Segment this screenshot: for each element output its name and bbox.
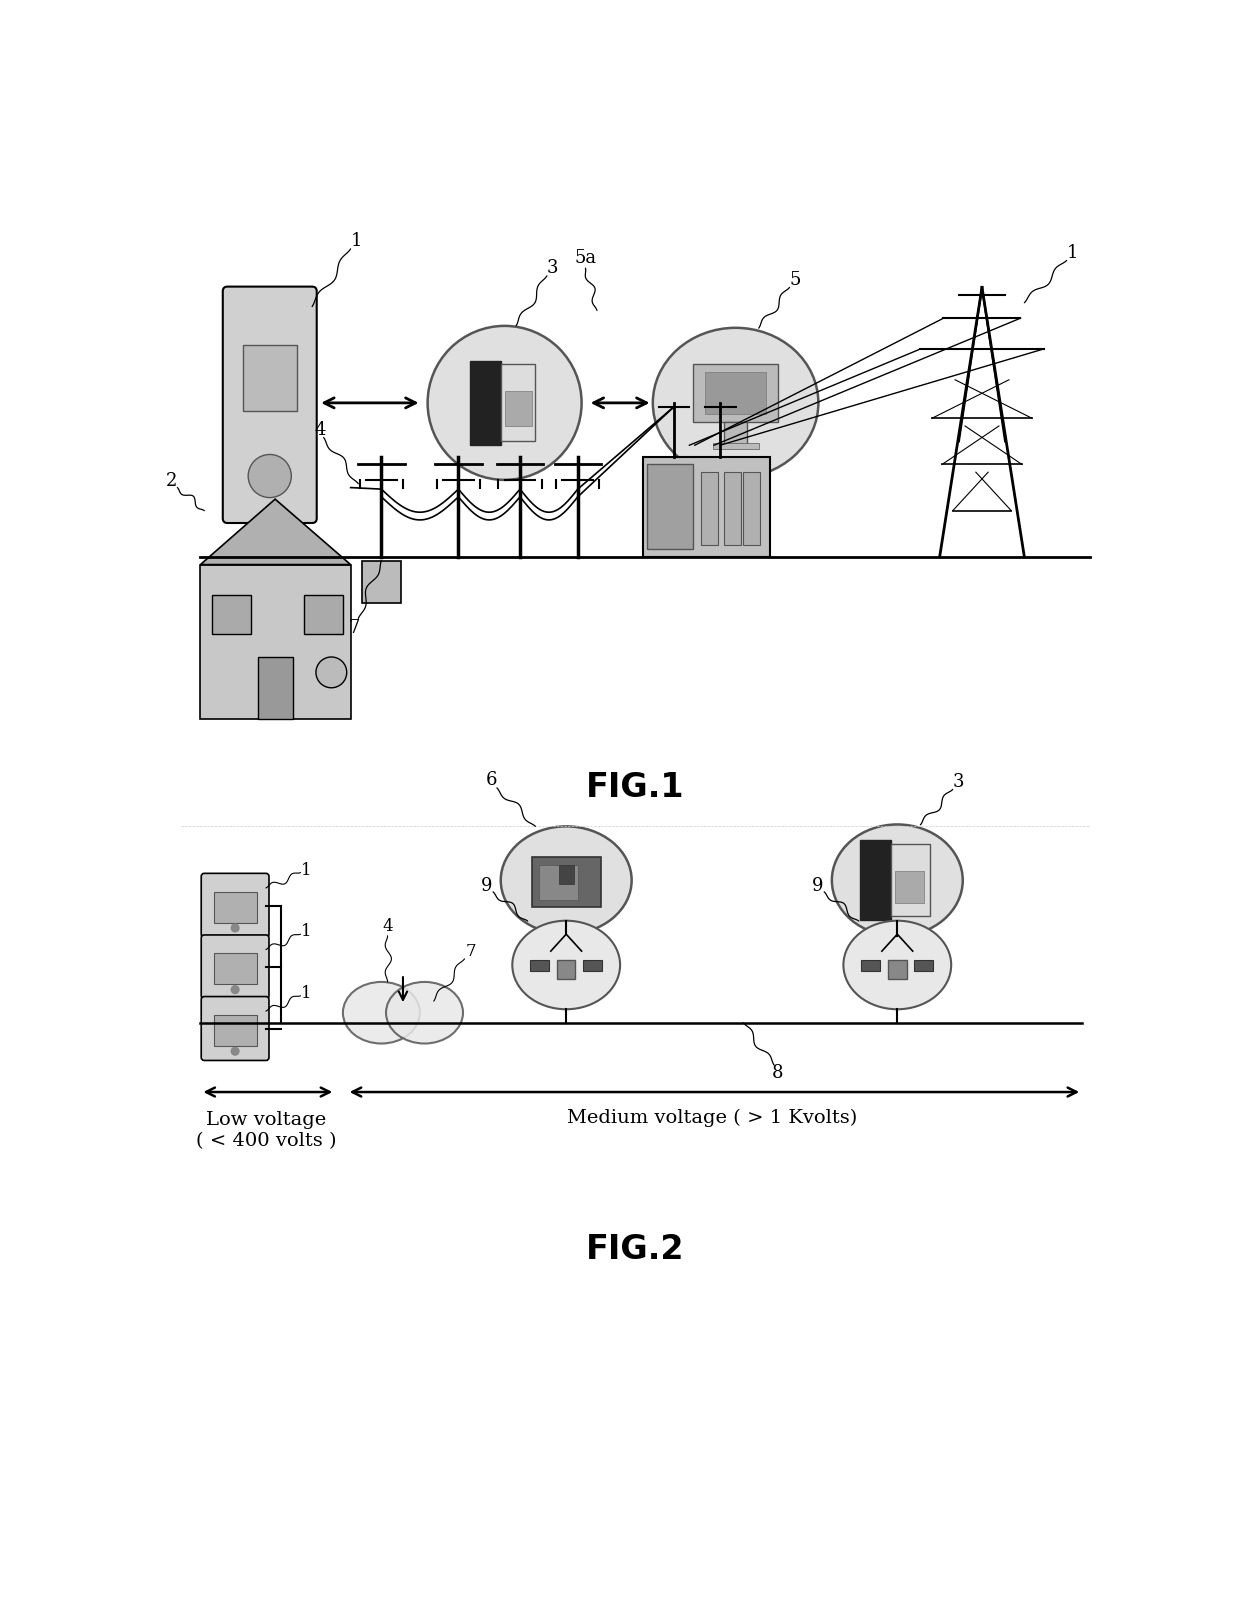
Circle shape [248,455,291,498]
Bar [701,472,718,545]
Bar [895,870,924,903]
Text: 1: 1 [1068,243,1079,261]
Text: 7: 7 [465,943,476,959]
Text: 1: 1 [351,232,362,250]
Bar [470,361,501,445]
Bar [213,953,257,985]
FancyBboxPatch shape [201,996,269,1061]
Bar [243,345,296,411]
Bar [888,961,906,978]
Circle shape [231,924,239,932]
Bar [861,840,892,920]
Ellipse shape [843,920,951,1009]
Bar [914,959,934,970]
Bar [583,959,603,970]
Text: 5: 5 [789,271,801,289]
Bar [558,866,574,883]
Bar [258,658,293,719]
Circle shape [231,1048,239,1056]
Text: 4: 4 [382,917,393,935]
Bar [212,595,250,634]
Bar [647,464,693,550]
Circle shape [428,326,582,480]
Text: 9: 9 [812,877,823,895]
Circle shape [231,987,239,993]
Bar [704,372,766,414]
Bar [557,961,575,978]
Bar [724,422,748,445]
Text: Medium voltage ( > 1 Kvolts): Medium voltage ( > 1 Kvolts) [568,1109,858,1127]
Text: 3: 3 [547,260,558,277]
Bar [213,1016,257,1046]
Bar [644,456,770,556]
Bar [724,472,742,545]
Text: 1: 1 [301,924,312,940]
Text: 5a: 5a [574,250,596,268]
Text: 3: 3 [952,774,963,791]
Bar [304,595,343,634]
Bar [362,561,401,603]
Text: 7: 7 [348,619,360,637]
Ellipse shape [501,827,631,935]
Bar [501,364,536,442]
Text: 2: 2 [165,472,177,490]
Ellipse shape [652,327,818,477]
Text: 1: 1 [301,862,312,879]
Text: 1: 1 [301,985,312,1003]
Ellipse shape [386,982,463,1043]
FancyBboxPatch shape [201,874,269,937]
Bar [861,959,880,970]
Polygon shape [201,500,351,564]
Text: 9: 9 [481,877,492,895]
Text: FIG.2: FIG.2 [587,1233,684,1267]
Bar [532,858,601,908]
Bar [213,891,257,922]
Bar [713,443,759,450]
Text: 8: 8 [773,1064,784,1082]
Text: 6: 6 [486,771,497,790]
Text: FIG.1: FIG.1 [587,772,684,804]
Ellipse shape [512,920,620,1009]
Text: 4: 4 [314,421,325,438]
Bar [693,364,777,422]
Bar [201,564,351,719]
Bar [505,392,532,426]
Bar [892,845,930,917]
Text: Low voltage
( < 400 volts ): Low voltage ( < 400 volts ) [196,1111,336,1149]
FancyBboxPatch shape [201,935,269,999]
Ellipse shape [832,824,962,937]
Bar [539,866,578,899]
Bar [743,472,760,545]
Bar [529,959,549,970]
Ellipse shape [343,982,420,1043]
Circle shape [316,658,347,688]
FancyBboxPatch shape [223,287,316,522]
